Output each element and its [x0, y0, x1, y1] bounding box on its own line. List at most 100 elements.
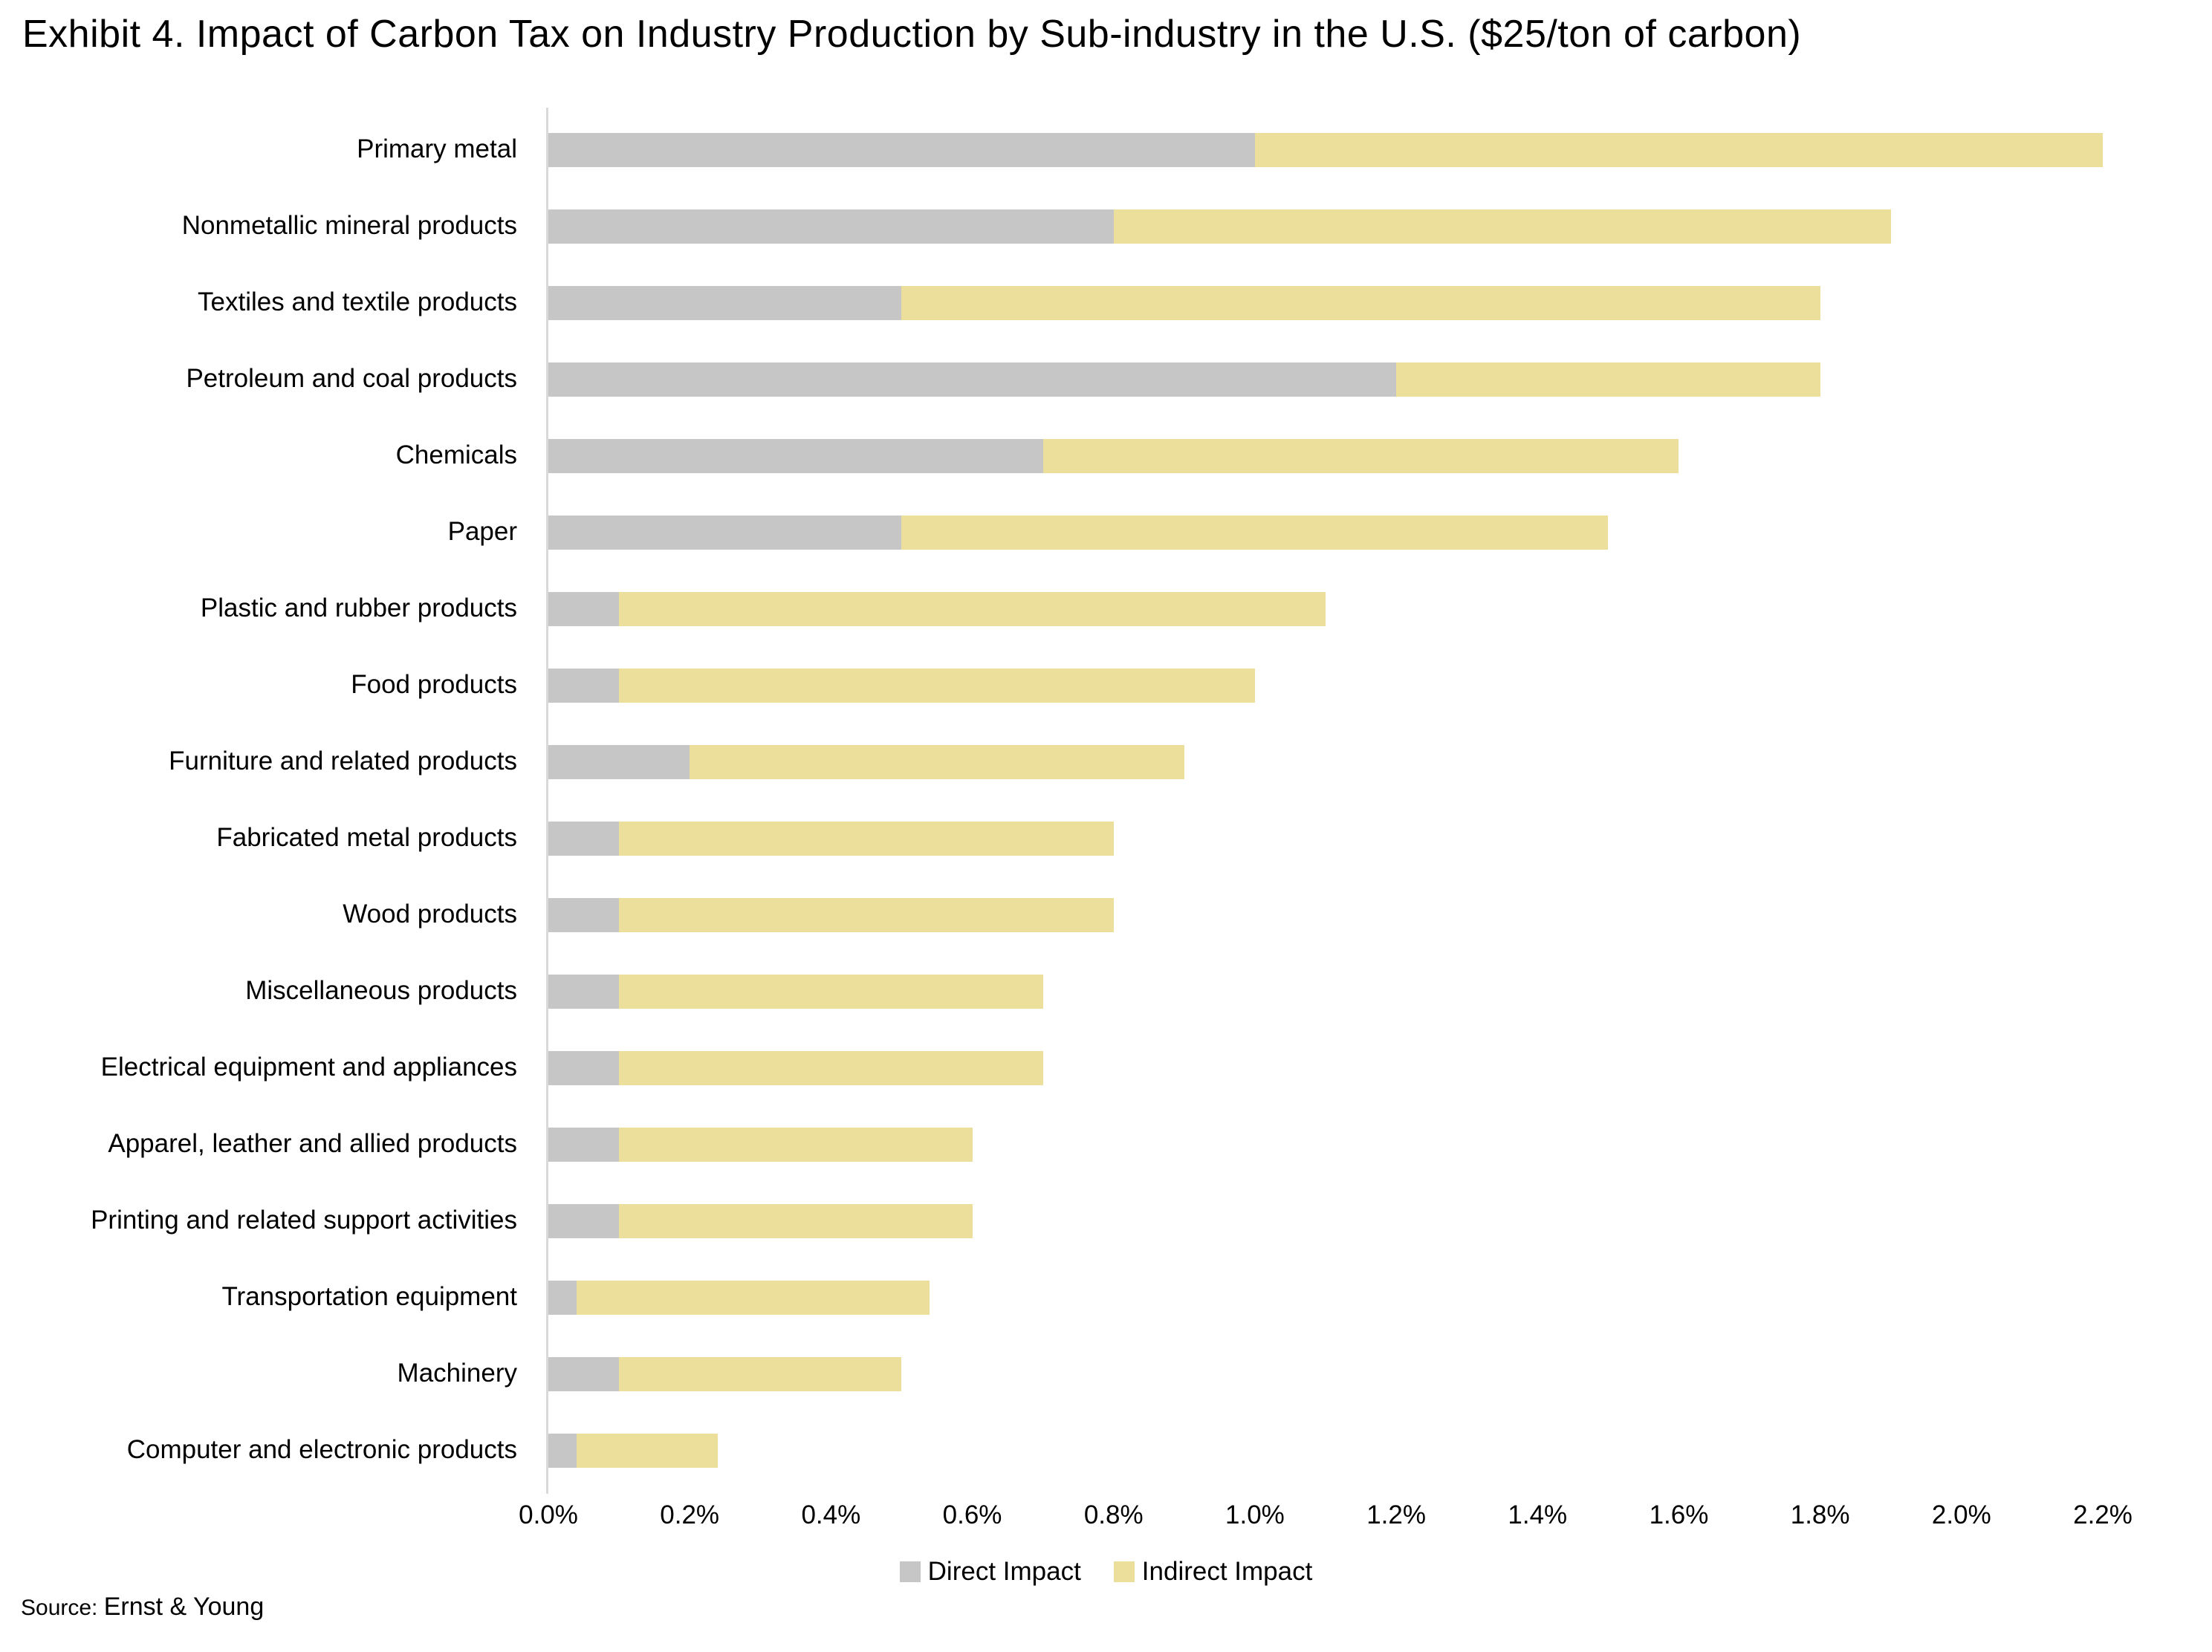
source-prefix: Source:	[21, 1596, 98, 1620]
x-tick-label: 0.2%	[660, 1500, 720, 1529]
chart-row: Machinery	[0, 1336, 2103, 1412]
category-label: Plastic and rubber products	[200, 594, 517, 623]
indirect-impact-bar	[619, 1356, 902, 1391]
bar-track	[548, 285, 2103, 320]
bar-track	[548, 515, 2103, 550]
x-axis-ticks: 0.0% 0.2% 0.4% 0.6% 0.8% 1.0% 1.2% 1.4% 1.6% 1.8%…	[519, 1500, 2132, 1538]
chart-row: Textiles and textile products	[0, 264, 2103, 341]
legend-swatch-icon	[1113, 1561, 1135, 1582]
direct-impact-bar	[548, 744, 690, 779]
x-tick-label: 1.6%	[1649, 1500, 1709, 1529]
chart-row: Wood products	[0, 877, 2103, 953]
x-tick-label: 2.2%	[2073, 1500, 2132, 1529]
bar-track	[548, 974, 2103, 1009]
direct-impact-bar	[548, 1433, 577, 1468]
category-label: Miscellaneous products	[245, 976, 517, 1006]
indirect-impact-bar	[619, 668, 1255, 703]
category-label: Petroleum and coal products	[186, 364, 517, 394]
bar-track	[548, 1203, 2103, 1238]
direct-impact-bar	[548, 1127, 620, 1162]
direct-impact-bar	[548, 362, 1397, 397]
indirect-impact-bar	[1042, 438, 1679, 473]
indirect-impact-bar	[901, 515, 1609, 550]
x-tick-label: 1.8%	[1790, 1500, 1850, 1529]
category-label: Food products	[351, 670, 517, 700]
chart-row: Petroleum and coal products	[0, 341, 2103, 417]
indirect-impact-bar	[1396, 362, 1820, 397]
bar-track	[548, 1127, 2103, 1162]
indirect-impact-bar	[619, 821, 1114, 856]
chart-row: Furniture and related products	[0, 723, 2103, 800]
category-label: Primary metal	[357, 134, 517, 164]
indirect-impact-bar	[1113, 209, 1891, 244]
x-tick-label: 2.0%	[1931, 1500, 1991, 1529]
indirect-impact-bar	[901, 285, 1820, 320]
chart-row: Chemicals	[0, 417, 2103, 494]
bar-track	[548, 1433, 2103, 1468]
direct-impact-bar	[548, 591, 620, 626]
legend-label: Indirect Impact	[1141, 1557, 1313, 1586]
bar-track	[548, 668, 2103, 703]
direct-impact-bar	[548, 974, 620, 1009]
x-tick-label: 1.0%	[1225, 1500, 1285, 1529]
category-label: Fabricated metal products	[216, 823, 517, 853]
indirect-impact-bar	[1254, 132, 2103, 167]
indirect-impact-bar	[619, 591, 1326, 626]
category-label: Electrical equipment and appliances	[100, 1053, 517, 1082]
direct-impact-bar	[548, 438, 1043, 473]
source-note: Source: Ernst & Young	[21, 1593, 264, 1622]
indirect-impact-bar	[619, 1203, 973, 1238]
legend-item: Indirect Impact	[1113, 1557, 1313, 1587]
legend-swatch-icon	[899, 1561, 921, 1582]
direct-impact-bar	[548, 1280, 577, 1315]
indirect-impact-bar	[619, 897, 1114, 932]
chart-rows: Primary metal Nonmetallic mineral product…	[0, 111, 2103, 1489]
bar-track	[548, 591, 2103, 626]
direct-impact-bar	[548, 285, 902, 320]
direct-impact-bar	[548, 1356, 620, 1391]
category-label: Paper	[447, 517, 517, 547]
category-label: Machinery	[397, 1359, 517, 1388]
bar-track	[548, 438, 2103, 473]
chart-row: Paper	[0, 494, 2103, 570]
indirect-impact-bar	[619, 1050, 1043, 1085]
x-tick-label: 0.6%	[942, 1500, 1002, 1529]
legend-item: Direct Impact	[899, 1557, 1081, 1587]
category-label: Textiles and textile products	[198, 287, 517, 317]
direct-impact-bar	[548, 1050, 620, 1085]
direct-impact-bar	[548, 132, 1255, 167]
chart-row: Primary metal	[0, 111, 2103, 188]
category-label: Wood products	[343, 900, 517, 929]
chart-row: Nonmetallic mineral products	[0, 188, 2103, 264]
x-tick-label: 0.8%	[1083, 1500, 1144, 1529]
x-tick-label: 1.4%	[1508, 1500, 1568, 1529]
y-axis-line	[546, 108, 548, 1494]
category-label: Transportation equipment	[221, 1282, 517, 1312]
bar-track	[548, 821, 2103, 856]
bar-track	[548, 209, 2103, 244]
bar-track	[548, 1050, 2103, 1085]
legend: Direct Impact Indirect Impact	[0, 1557, 2212, 1587]
direct-impact-bar	[548, 821, 620, 856]
bar-track	[548, 897, 2103, 932]
indirect-impact-bar	[619, 1127, 973, 1162]
direct-impact-bar	[548, 1203, 620, 1238]
direct-impact-bar	[548, 668, 620, 703]
direct-impact-bar	[548, 209, 1114, 244]
bar-track	[548, 1356, 2103, 1391]
indirect-impact-bar	[577, 1280, 930, 1315]
chart-row: Fabricated metal products	[0, 800, 2103, 877]
indirect-impact-bar	[619, 974, 1043, 1009]
category-label: Furniture and related products	[169, 747, 517, 776]
legend-label: Direct Impact	[927, 1557, 1081, 1586]
chart-row: Printing and related support activities	[0, 1183, 2103, 1259]
bar-track	[548, 132, 2103, 167]
x-tick-label: 0.4%	[801, 1500, 861, 1529]
direct-impact-bar	[548, 897, 620, 932]
chart-row: Electrical equipment and appliances	[0, 1030, 2103, 1106]
x-tick-label: 1.2%	[1366, 1500, 1426, 1529]
source-name: Ernst & Young	[103, 1593, 265, 1621]
bar-track	[548, 1280, 2103, 1315]
chart-row: Miscellaneous products	[0, 953, 2103, 1030]
